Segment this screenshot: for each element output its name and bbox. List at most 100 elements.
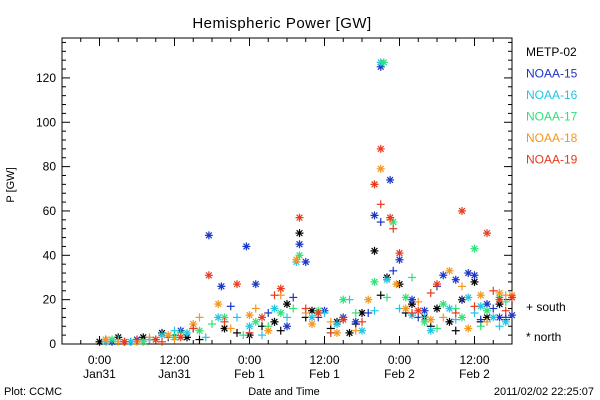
legend-marker-entry: + south <box>526 300 566 314</box>
north-point-marker <box>270 317 279 326</box>
north-point-marker <box>458 206 466 215</box>
x-tick-date-label: Jan31 <box>158 367 191 381</box>
north-point-marker <box>426 326 435 335</box>
north-point-marker <box>386 213 395 222</box>
north-point-marker <box>383 275 391 284</box>
north-point-marker <box>308 320 316 329</box>
legend-entry: NOAA-15 <box>526 67 578 81</box>
north-point-marker <box>276 308 285 317</box>
north-point-marker <box>95 337 104 346</box>
north-point-marker <box>420 317 429 326</box>
north-point-marker <box>458 313 466 322</box>
south-point-marker <box>289 293 298 302</box>
north-point-marker <box>451 275 460 284</box>
south-point-marker <box>201 333 210 342</box>
north-point-marker <box>386 175 395 184</box>
north-point-marker <box>464 269 473 278</box>
south-point-marker <box>414 297 423 306</box>
south-point-marker <box>301 304 310 313</box>
north-point-marker <box>370 246 379 255</box>
north-point-marker <box>483 229 491 238</box>
south-point-marker <box>489 286 498 295</box>
south-point-marker <box>220 317 229 326</box>
x-tick-time-label: 12:00 <box>309 353 339 367</box>
data-points <box>95 58 516 346</box>
x-tick-date-label: Feb 2 <box>459 367 490 381</box>
south-point-marker <box>358 317 366 326</box>
south-point-marker <box>270 291 279 300</box>
north-point-marker <box>376 164 385 173</box>
north-point-marker <box>333 320 341 329</box>
south-point-marker <box>408 273 416 282</box>
y-tick-label: 40 <box>43 248 57 262</box>
south-point-marker <box>483 317 491 326</box>
x-tick-date-label: Feb 1 <box>309 367 340 381</box>
north-point-marker <box>339 315 348 324</box>
north-point-marker <box>242 242 251 251</box>
north-point-marker <box>301 257 310 266</box>
north-point-marker <box>401 304 410 313</box>
legend: METP-02 NOAA-15 NOAA-16 NOAA-17 NOAA-18 NOAA-… <box>526 45 578 344</box>
south-point-marker <box>351 326 360 335</box>
north-point-marker <box>251 317 260 326</box>
south-point-marker <box>433 324 441 333</box>
south-point-marker <box>226 324 235 333</box>
north-point-marker <box>295 240 304 249</box>
north-point-marker <box>445 266 454 275</box>
north-point-marker <box>204 271 213 280</box>
north-point-marker <box>314 308 323 317</box>
north-point-marker <box>439 300 448 309</box>
north-point-marker <box>295 213 304 222</box>
north-point-marker <box>489 313 498 322</box>
south-point-marker <box>245 328 254 337</box>
north-point-marker <box>245 311 254 320</box>
south-point-marker <box>426 289 435 297</box>
north-point-marker <box>358 326 366 335</box>
south-point-marker <box>495 322 504 331</box>
north-point-marker <box>426 315 435 324</box>
north-point-marker <box>151 335 160 344</box>
north-point-marker <box>276 284 285 293</box>
north-point-marker <box>251 280 260 289</box>
x-tick-time-label: 0:00 <box>88 353 112 367</box>
south-point-marker <box>326 317 335 326</box>
north-point-marker <box>464 324 473 333</box>
south-point-marker <box>251 304 260 313</box>
south-point-marker <box>376 200 385 209</box>
north-point-marker <box>414 306 423 315</box>
north-point-marker <box>395 249 404 258</box>
south-point-marker <box>383 293 391 302</box>
north-point-marker <box>176 333 185 342</box>
south-point-marker <box>326 328 335 337</box>
north-point-marker <box>370 180 379 189</box>
north-point-marker <box>501 317 510 326</box>
south-point-marker <box>470 302 479 311</box>
south-point-marker <box>239 331 248 340</box>
north-point-marker <box>470 271 479 280</box>
south-point-marker <box>195 335 204 344</box>
x-tick-time-label: 12:00 <box>459 353 489 367</box>
chart-title: Hemispheric Power [GW] <box>192 15 371 32</box>
south-point-marker <box>389 224 398 233</box>
x-tick-time-label: 0:00 <box>388 353 412 367</box>
north-point-marker <box>351 317 360 326</box>
south-point-marker <box>376 218 385 227</box>
north-point-marker <box>370 277 379 286</box>
north-point-marker <box>433 304 441 313</box>
south-point-marker <box>289 304 298 313</box>
north-point-marker <box>258 313 266 322</box>
south-point-marker <box>133 335 141 344</box>
south-point-marker <box>364 308 373 317</box>
south-point-marker <box>233 313 241 322</box>
south-point-marker <box>233 328 241 337</box>
south-point-marker <box>376 291 385 300</box>
south-point-marker <box>458 282 466 291</box>
north-point-marker <box>195 326 204 335</box>
north-point-marker <box>283 322 291 331</box>
footer-timestamp: 2011/02/02 22:25:07 <box>494 386 594 398</box>
south-point-marker <box>208 320 216 329</box>
north-point-marker <box>333 328 341 337</box>
legend-entry: NOAA-18 <box>526 131 578 145</box>
footer-plot-source: Plot: CCMC <box>4 386 62 398</box>
legend-entry: NOAA-17 <box>526 110 578 124</box>
